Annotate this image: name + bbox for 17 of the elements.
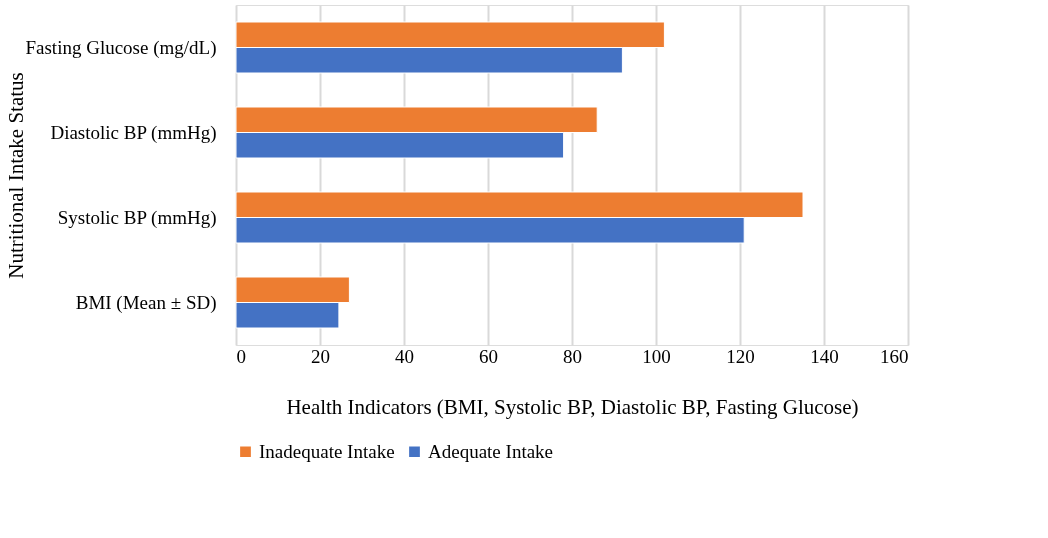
x-tick-label: 20 — [311, 345, 330, 367]
x-tick-label: 160 — [880, 345, 909, 367]
x-tick-label: 40 — [395, 345, 414, 367]
x-tick-label: 100 — [642, 345, 671, 367]
y-tick-label: Diastolic BP (mmHg) — [50, 121, 217, 144]
x-tick-label: 0 — [236, 345, 246, 367]
y-tick-label: Fasting Glucose (mg/dL) — [25, 36, 217, 59]
x-axis-title: Health Indicators (BMI, Systolic BP, Diastolic BP, Fasting Glucose) — [286, 394, 859, 419]
x-tick-label: 120 — [726, 345, 755, 367]
x-tick-label: 80 — [563, 345, 582, 367]
y-tick-label: BMI (Mean ± SD) — [75, 291, 217, 314]
legend-label: Adequate Intake — [428, 440, 554, 462]
x-tick-label: 60 — [479, 345, 498, 367]
x-tick-label: 140 — [810, 345, 839, 367]
y-axis-title: Nutritional Intake Status — [3, 72, 28, 279]
legend-label: Inadequate Intake — [259, 440, 395, 462]
y-tick-label: Systolic BP (mmHg) — [57, 206, 217, 229]
